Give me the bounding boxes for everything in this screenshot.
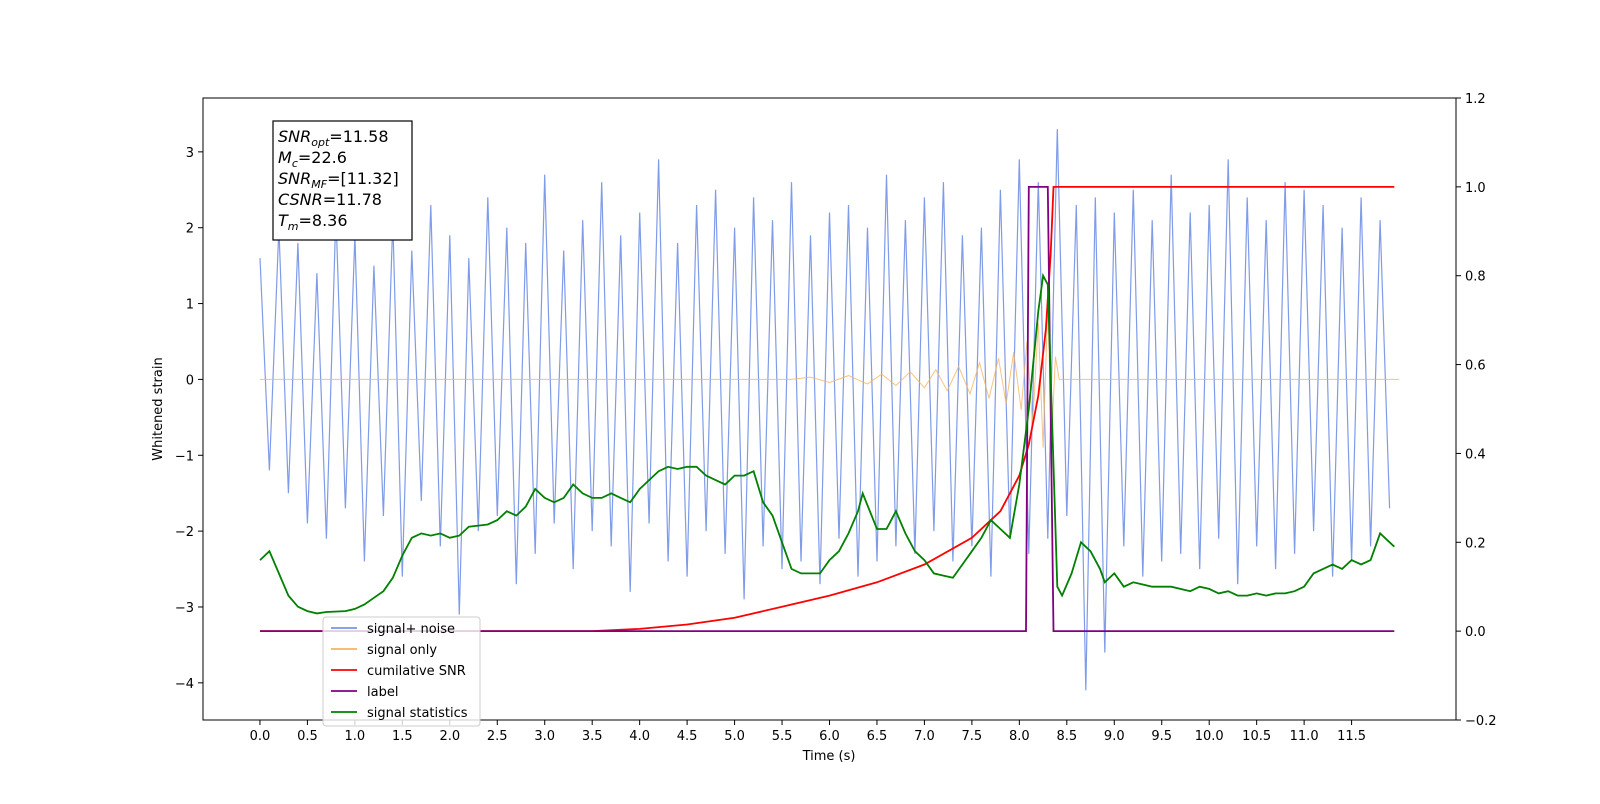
annotation-subscript: MF: [311, 178, 327, 191]
x-tick-label: 3.5: [582, 729, 603, 744]
y-tick-label: −3: [175, 601, 194, 616]
legend-label: label: [367, 685, 398, 700]
annotation-subscript: m: [288, 220, 299, 233]
annotation-line: CSNR=11.78: [278, 190, 382, 209]
x-tick-label: 6.0: [819, 729, 840, 744]
series-line: [260, 186, 1395, 632]
x-tick-label: 11.0: [1290, 729, 1319, 744]
series-line: [259, 129, 1391, 691]
x-axis-label: Time (s): [802, 749, 856, 764]
annotation-value: =[11.32]: [327, 169, 399, 188]
annotation-symbol: CSNR: [278, 190, 323, 209]
y2-tick-label: 0.4: [1465, 447, 1486, 462]
annotation-value: =11.58: [329, 127, 388, 146]
legend-label: cumilative SNR: [367, 664, 466, 679]
series-line: [260, 303, 1399, 448]
series-line: [259, 272, 1395, 615]
annotation-value: =22.6: [298, 148, 347, 167]
annotation-symbol: SNR: [278, 169, 311, 188]
y-tick-label: 1: [186, 298, 194, 313]
y-axis-label: Whitened strain: [151, 357, 166, 460]
legend-label: signal+ noise: [367, 622, 455, 637]
x-tick-label: 2.0: [439, 729, 460, 744]
annotation-value: =11.78: [323, 190, 382, 209]
y2-tick-label: 0.6: [1465, 359, 1486, 374]
x-tick-label: 7.5: [962, 729, 983, 744]
annotation-symbol: M: [278, 148, 292, 167]
x-tick-label: 8.5: [1056, 729, 1077, 744]
x-tick-label: 0.5: [297, 729, 318, 744]
y2-tick-label: 0.0: [1465, 625, 1486, 640]
x-tick-label: 9.0: [1104, 729, 1125, 744]
x-tick-label: 11.5: [1337, 729, 1366, 744]
annotation-subscript: c: [292, 157, 298, 170]
y2-tick-label: −0.2: [1465, 714, 1497, 729]
annotation-subscript: opt: [311, 136, 330, 149]
y2-tick-label: 0.2: [1465, 536, 1486, 551]
x-tick-label: 4.0: [629, 729, 650, 744]
y2-tick-label: 0.8: [1465, 270, 1486, 285]
annotation-line: Tm=8.36: [278, 211, 348, 233]
series-line: [260, 186, 1395, 632]
legend-box: [322, 616, 481, 727]
annotation-line: SNRopt=11.58: [278, 127, 389, 149]
annotation: SNRopt=11.58Mc=22.6SNRMF=[11.32]CSNR=11.…: [272, 120, 413, 241]
y2-tick-label: 1.2: [1465, 92, 1486, 107]
x-tick-label: 1.5: [392, 729, 413, 744]
x-tick-label: 1.0: [345, 729, 366, 744]
x-tick-label: 10.0: [1195, 729, 1224, 744]
y-tick-label: −2: [175, 525, 194, 540]
x-tick-label: 9.5: [1151, 729, 1172, 744]
x-tick-label: 5.0: [724, 729, 745, 744]
annotation-line: Mc=22.6: [278, 148, 347, 170]
y-tick-label: 0: [186, 373, 194, 388]
x-tick-label: 7.0: [914, 729, 935, 744]
annotation-value: =8.36: [299, 211, 348, 230]
plot-area: [259, 129, 1399, 691]
x-tick-label: 3.0: [534, 729, 555, 744]
x-tick-label: 10.5: [1242, 729, 1271, 744]
x-tick-label: 2.5: [487, 729, 508, 744]
legend: signal+ noise signal only cumilative SNR la…: [322, 616, 481, 727]
x-tick-label: 8.0: [1009, 729, 1030, 744]
y-tick-label: −4: [175, 677, 194, 692]
annotation-symbol: SNR: [278, 127, 311, 146]
y2-tick-label: 1.0: [1465, 181, 1486, 196]
x-tick-label: 4.5: [677, 729, 698, 744]
legend-label: signal only: [367, 643, 437, 658]
x-tick-label: 5.5: [772, 729, 793, 744]
x-tick-label: 0.0: [250, 729, 271, 744]
annotation-box: [272, 120, 413, 241]
y-tick-label: −1: [175, 449, 194, 464]
y-tick-label: 2: [186, 222, 194, 237]
x-tick-label: 6.5: [867, 729, 888, 744]
y-tick-label: 3: [186, 146, 194, 161]
annotation-line: SNRMF=[11.32]: [278, 169, 399, 191]
annotation-symbol: T: [278, 211, 289, 230]
legend-label: signal statistics: [367, 706, 468, 721]
